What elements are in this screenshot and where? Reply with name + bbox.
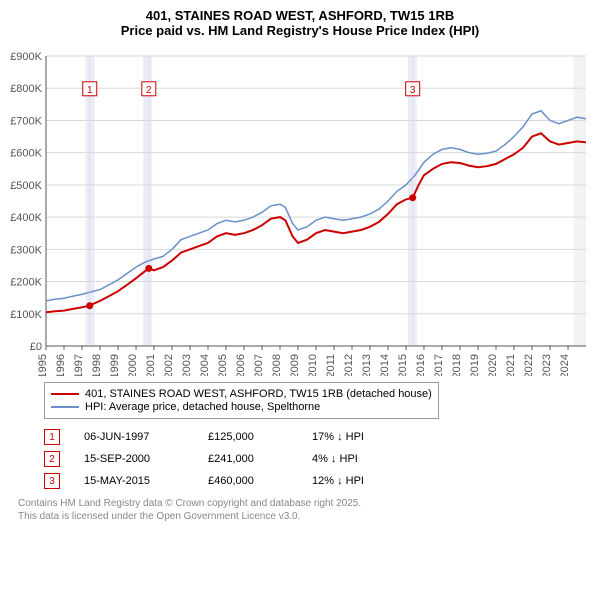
svg-text:2011: 2011	[325, 354, 337, 376]
svg-text:£200K: £200K	[10, 277, 42, 289]
svg-text:2021: 2021	[505, 354, 517, 376]
legend: 401, STAINES ROAD WEST, ASHFORD, TW15 1R…	[44, 382, 439, 419]
svg-text:2007: 2007	[253, 354, 265, 376]
legend-row: 401, STAINES ROAD WEST, ASHFORD, TW15 1R…	[51, 388, 432, 400]
svg-text:1998: 1998	[91, 354, 103, 376]
sale-diff: 4% ↓ HPI	[312, 453, 392, 465]
svg-text:2008: 2008	[271, 354, 283, 376]
sale-date: 06-JUN-1997	[84, 431, 184, 443]
legend-label: HPI: Average price, detached house, Spel…	[85, 401, 320, 413]
svg-text:2016: 2016	[415, 354, 427, 376]
svg-text:2004: 2004	[199, 354, 211, 376]
svg-text:2022: 2022	[523, 354, 535, 376]
chart-svg: £0 £100K £200K £300K £400K £500K £600K £700K £80…	[8, 46, 586, 376]
svg-text:£700K: £700K	[10, 115, 42, 127]
sale-price: £241,000	[208, 453, 288, 465]
sale-marker: 3	[44, 473, 60, 489]
svg-text:2: 2	[146, 85, 152, 96]
svg-text:2014: 2014	[379, 354, 391, 376]
svg-text:£800K: £800K	[10, 83, 42, 95]
legend-row: HPI: Average price, detached house, Spel…	[51, 401, 432, 413]
svg-text:2005: 2005	[217, 354, 229, 376]
svg-text:2012: 2012	[343, 354, 355, 376]
sale-diff: 17% ↓ HPI	[312, 431, 392, 443]
svg-text:2013: 2013	[361, 354, 373, 376]
sale-diff: 12% ↓ HPI	[312, 475, 392, 487]
svg-text:1997: 1997	[73, 354, 85, 376]
chart-title: 401, STAINES ROAD WEST, ASHFORD, TW15 1R…	[8, 8, 592, 38]
sale-date: 15-MAY-2015	[84, 475, 184, 487]
svg-text:2010: 2010	[307, 354, 319, 376]
svg-text:£600K: £600K	[10, 148, 42, 160]
svg-text:2002: 2002	[163, 354, 175, 376]
svg-text:£0: £0	[30, 341, 42, 353]
svg-text:£100K: £100K	[10, 309, 42, 321]
legend-swatch	[51, 406, 79, 408]
svg-text:2018: 2018	[451, 354, 463, 376]
svg-text:2019: 2019	[469, 354, 481, 376]
sale-marker: 2	[44, 451, 60, 467]
sale-date: 15-SEP-2000	[84, 453, 184, 465]
footer-line2: This data is licensed under the Open Gov…	[18, 510, 592, 523]
svg-text:2003: 2003	[181, 354, 193, 376]
sale-price: £460,000	[208, 475, 288, 487]
svg-text:2024: 2024	[559, 354, 571, 376]
footer-line1: Contains HM Land Registry data © Crown c…	[18, 497, 592, 510]
svg-text:£300K: £300K	[10, 244, 42, 256]
legend-swatch	[51, 393, 79, 395]
svg-text:1995: 1995	[37, 354, 49, 376]
svg-text:1: 1	[87, 85, 93, 96]
sale-row: 1 06-JUN-1997 £125,000 17% ↓ HPI	[44, 429, 592, 445]
svg-text:2000: 2000	[127, 354, 139, 376]
svg-text:2015: 2015	[397, 354, 409, 376]
svg-text:2023: 2023	[541, 354, 553, 376]
svg-text:2020: 2020	[487, 354, 499, 376]
svg-text:£400K: £400K	[10, 212, 42, 224]
svg-text:£900K: £900K	[10, 51, 42, 63]
svg-text:1999: 1999	[109, 354, 121, 376]
title-line1: 401, STAINES ROAD WEST, ASHFORD, TW15 1R…	[8, 8, 592, 23]
svg-text:2001: 2001	[145, 354, 157, 376]
title-line2: Price paid vs. HM Land Registry's House …	[8, 23, 592, 38]
sale-price: £125,000	[208, 431, 288, 443]
svg-text:2017: 2017	[433, 354, 445, 376]
sales-table: 1 06-JUN-1997 £125,000 17% ↓ HPI 2 15-SEP-200…	[44, 429, 592, 489]
sale-row: 2 15-SEP-2000 £241,000 4% ↓ HPI	[44, 451, 592, 467]
sale-row: 3 15-MAY-2015 £460,000 12% ↓ HPI	[44, 473, 592, 489]
footer-attribution: Contains HM Land Registry data © Crown c…	[18, 497, 592, 523]
svg-text:3: 3	[410, 85, 416, 96]
price-chart: £0 £100K £200K £300K £400K £500K £600K £700K £80…	[8, 46, 592, 376]
svg-text:2006: 2006	[235, 354, 247, 376]
sale-marker: 1	[44, 429, 60, 445]
legend-label: 401, STAINES ROAD WEST, ASHFORD, TW15 1R…	[85, 388, 432, 400]
svg-text:2009: 2009	[289, 354, 301, 376]
svg-text:£500K: £500K	[10, 180, 42, 192]
svg-text:1996: 1996	[55, 354, 67, 376]
